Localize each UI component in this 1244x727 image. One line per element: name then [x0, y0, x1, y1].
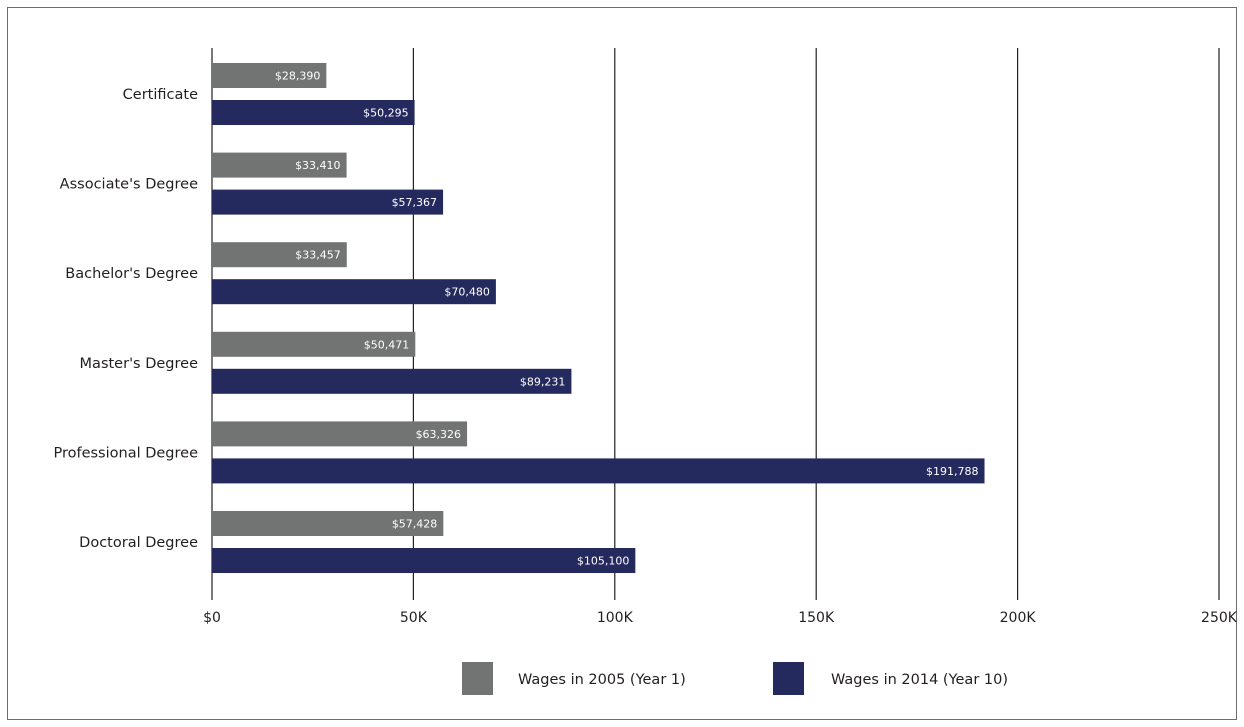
bar-2014: [212, 458, 985, 484]
x-tick-label: $0: [203, 610, 221, 626]
bar-2005: [212, 152, 347, 178]
category-label: Professional Degree: [53, 445, 198, 461]
x-tick-label: 250K: [1201, 610, 1238, 626]
bar-value-label: $33,457: [295, 249, 341, 262]
category-label: Associate's Degree: [60, 177, 198, 193]
bar-value-label: $57,428: [392, 518, 438, 531]
bar-value-label: $191,788: [926, 465, 979, 478]
category-label: Certificate: [123, 87, 198, 103]
bar-2005: [212, 242, 347, 268]
bar-2005: [212, 511, 444, 536]
legend-swatch: [773, 662, 804, 695]
x-tick-label: 150K: [798, 610, 835, 626]
bar-value-label: $33,410: [295, 159, 341, 172]
category-label: Bachelor's Degree: [65, 266, 198, 282]
x-tick-label: 200K: [1000, 610, 1037, 626]
category-label: Master's Degree: [80, 356, 199, 372]
bar-value-label: $57,367: [392, 196, 438, 209]
bar-2014: [212, 548, 636, 573]
bar-value-label: $50,295: [363, 107, 409, 120]
bar-2005: [212, 331, 416, 357]
bar-value-label: $89,231: [520, 375, 566, 388]
bar-2014: [212, 189, 444, 215]
bar-value-label: $28,390: [275, 70, 321, 83]
bar-2014: [212, 279, 496, 305]
legend-label: Wages in 2005 (Year 1): [518, 672, 686, 688]
bar-value-label: $50,471: [364, 338, 410, 351]
bar-2014: [212, 100, 415, 125]
bar-value-label: $70,480: [444, 286, 490, 299]
bar-value-label: $63,326: [416, 428, 462, 441]
x-tick-label: 100K: [597, 610, 634, 626]
bar-2014: [212, 368, 572, 394]
category-label: Doctoral Degree: [79, 535, 198, 551]
legend-swatch: [462, 662, 493, 695]
legend-label: Wages in 2014 (Year 10): [831, 672, 1008, 688]
bar-value-label: $105,100: [577, 555, 630, 568]
x-tick-label: 50K: [400, 610, 428, 626]
bar-2005: [212, 63, 327, 88]
bar-2005: [212, 421, 468, 447]
